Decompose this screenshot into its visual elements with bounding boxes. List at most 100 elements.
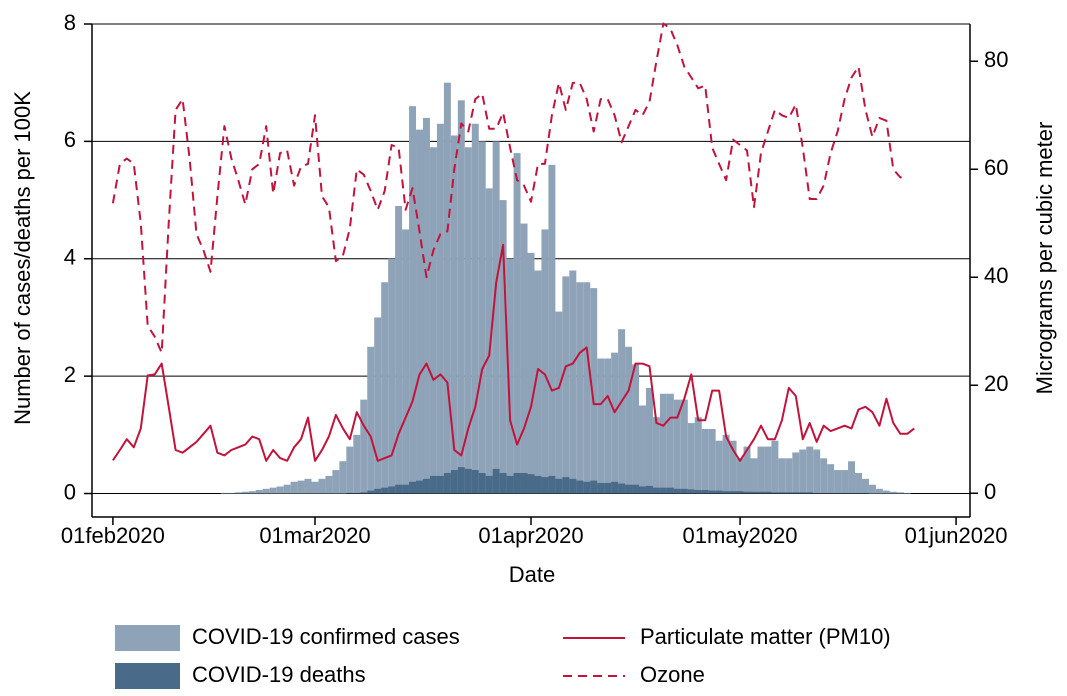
bar bbox=[778, 458, 786, 494]
bar bbox=[827, 464, 835, 494]
bar bbox=[618, 329, 626, 494]
bar bbox=[604, 358, 612, 494]
y2-tick-label: 20 bbox=[984, 371, 1008, 396]
bar bbox=[590, 288, 598, 494]
bar bbox=[346, 446, 354, 494]
bar bbox=[625, 346, 633, 494]
y-tick-label: 4 bbox=[64, 245, 76, 270]
bar bbox=[541, 477, 549, 494]
bar bbox=[381, 282, 389, 494]
bar bbox=[785, 458, 793, 494]
bar bbox=[729, 491, 737, 494]
y-tick-label: 0 bbox=[64, 479, 76, 504]
bar bbox=[248, 491, 256, 494]
bar bbox=[743, 446, 751, 494]
bar bbox=[255, 490, 263, 494]
bar bbox=[520, 223, 528, 494]
bar bbox=[652, 417, 660, 494]
bar bbox=[513, 153, 521, 494]
bar bbox=[792, 452, 800, 494]
bar bbox=[527, 474, 535, 494]
bar bbox=[311, 481, 319, 494]
bar bbox=[548, 475, 556, 494]
bar bbox=[834, 470, 842, 494]
bar bbox=[743, 491, 751, 494]
x-tick-label: 01feb2020 bbox=[61, 523, 165, 548]
bar bbox=[381, 487, 389, 494]
bar bbox=[896, 492, 904, 494]
bar bbox=[764, 491, 772, 494]
bar bbox=[234, 492, 242, 494]
bar bbox=[534, 475, 542, 494]
bar bbox=[576, 480, 584, 494]
bar bbox=[541, 229, 549, 494]
bar bbox=[339, 461, 347, 494]
bar bbox=[659, 487, 667, 494]
bar bbox=[841, 492, 849, 494]
bar bbox=[841, 470, 849, 494]
bar bbox=[562, 276, 570, 494]
bar bbox=[548, 164, 556, 494]
bar bbox=[680, 399, 688, 494]
bar bbox=[820, 458, 828, 494]
bar bbox=[534, 270, 542, 494]
bar bbox=[416, 129, 423, 494]
legend-swatch bbox=[115, 663, 180, 689]
legend-label: Particulate matter (PM10) bbox=[640, 624, 891, 649]
bar bbox=[367, 346, 375, 494]
bar bbox=[304, 478, 312, 494]
bar bbox=[632, 364, 640, 494]
y-tick-label: 8 bbox=[64, 10, 76, 35]
y2-tick-label: 40 bbox=[984, 263, 1008, 288]
bar bbox=[443, 82, 451, 494]
bar bbox=[436, 123, 444, 494]
bar bbox=[590, 480, 598, 494]
bar bbox=[485, 188, 493, 494]
bar bbox=[736, 458, 744, 494]
bar bbox=[611, 352, 619, 494]
bar bbox=[666, 393, 674, 494]
bar bbox=[241, 491, 249, 494]
y-tick-label: 6 bbox=[64, 127, 76, 152]
bar bbox=[861, 492, 869, 494]
bar bbox=[527, 252, 535, 494]
bar bbox=[478, 141, 486, 494]
bar bbox=[346, 492, 354, 494]
bar bbox=[639, 405, 646, 494]
bar bbox=[645, 485, 653, 494]
bar bbox=[374, 317, 382, 494]
x-axis-label: Date bbox=[509, 562, 555, 587]
bar bbox=[429, 147, 437, 494]
bar bbox=[666, 487, 674, 494]
bar bbox=[785, 492, 793, 494]
bar bbox=[715, 490, 723, 494]
bar bbox=[597, 358, 605, 494]
bar bbox=[269, 487, 277, 494]
legend-label: Ozone bbox=[640, 662, 705, 687]
legend-label: COVID-19 confirmed cases bbox=[192, 624, 460, 649]
bar bbox=[868, 484, 876, 494]
bar bbox=[875, 488, 883, 494]
bar bbox=[555, 311, 563, 494]
bar bbox=[569, 270, 577, 494]
bar bbox=[457, 100, 465, 494]
bar bbox=[583, 481, 591, 494]
bar bbox=[409, 106, 417, 494]
y-axis-label: Number of cases/deaths per 100K bbox=[10, 91, 35, 425]
bar bbox=[478, 472, 486, 494]
x-tick-label: 01mar2020 bbox=[259, 523, 370, 548]
bar bbox=[645, 387, 653, 494]
bar bbox=[290, 481, 298, 494]
x-tick-label: 01jun2020 bbox=[905, 523, 1008, 548]
bar bbox=[555, 478, 563, 494]
bar bbox=[687, 423, 695, 494]
bar bbox=[813, 492, 821, 494]
bar bbox=[764, 446, 772, 494]
bar bbox=[708, 490, 716, 494]
bar bbox=[395, 484, 403, 494]
bar bbox=[416, 480, 423, 494]
bar bbox=[771, 440, 779, 494]
line bbox=[111, 22, 908, 354]
bar bbox=[701, 490, 709, 494]
